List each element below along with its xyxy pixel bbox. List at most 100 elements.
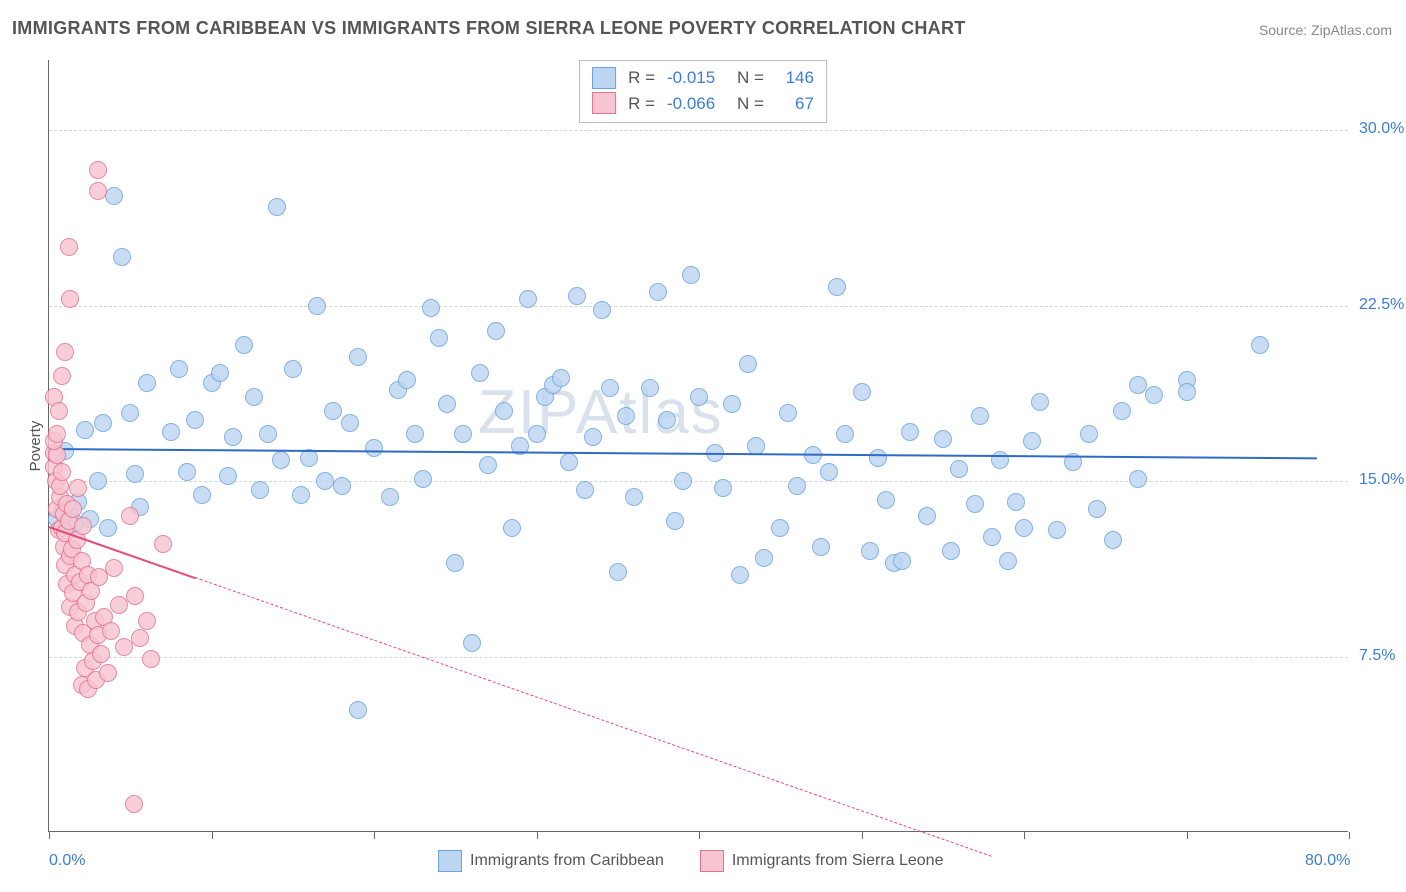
y-tick-label: 7.5% bbox=[1359, 647, 1395, 665]
data-point bbox=[69, 479, 87, 497]
legend-row: R =-0.015N =146 bbox=[592, 65, 814, 91]
data-point bbox=[552, 369, 570, 387]
data-point bbox=[584, 428, 602, 446]
y-tick-label: 15.0% bbox=[1359, 471, 1404, 489]
data-point bbox=[105, 559, 123, 577]
data-point bbox=[131, 629, 149, 647]
data-point bbox=[89, 472, 107, 490]
data-point bbox=[235, 336, 253, 354]
data-point bbox=[641, 379, 659, 397]
data-point bbox=[463, 634, 481, 652]
regression-line bbox=[49, 448, 1317, 459]
data-point bbox=[788, 477, 806, 495]
data-point bbox=[316, 472, 334, 490]
data-point bbox=[406, 425, 424, 443]
series-legend-label: Immigrants from Sierra Leone bbox=[732, 852, 944, 870]
data-point bbox=[308, 297, 326, 315]
data-point bbox=[178, 463, 196, 481]
data-point bbox=[828, 278, 846, 296]
data-point bbox=[601, 379, 619, 397]
data-point bbox=[138, 374, 156, 392]
data-point bbox=[966, 495, 984, 513]
x-tick bbox=[699, 832, 700, 839]
x-axis-min-label: 0.0% bbox=[49, 852, 85, 870]
data-point bbox=[983, 528, 1001, 546]
data-point bbox=[771, 519, 789, 537]
legend-r-value: -0.015 bbox=[667, 65, 725, 91]
data-point bbox=[495, 402, 513, 420]
data-point bbox=[658, 411, 676, 429]
data-point bbox=[50, 402, 68, 420]
data-point bbox=[211, 364, 229, 382]
data-point bbox=[92, 645, 110, 663]
data-point bbox=[61, 290, 79, 308]
data-point bbox=[1048, 521, 1066, 539]
data-point bbox=[438, 395, 456, 413]
data-point bbox=[142, 650, 160, 668]
series-legend-label: Immigrants from Caribbean bbox=[470, 852, 664, 870]
data-point bbox=[682, 266, 700, 284]
data-point bbox=[162, 423, 180, 441]
gridline bbox=[49, 306, 1348, 307]
data-point bbox=[138, 612, 156, 630]
data-point bbox=[1129, 470, 1147, 488]
data-point bbox=[48, 425, 66, 443]
data-point bbox=[193, 486, 211, 504]
data-point bbox=[99, 664, 117, 682]
data-point bbox=[272, 451, 290, 469]
data-point bbox=[284, 360, 302, 378]
data-point bbox=[1178, 383, 1196, 401]
series-legend-item: Immigrants from Sierra Leone bbox=[700, 850, 944, 872]
data-point bbox=[934, 430, 952, 448]
legend-n-value: 146 bbox=[776, 65, 814, 91]
data-point bbox=[341, 414, 359, 432]
data-point bbox=[690, 388, 708, 406]
x-tick bbox=[212, 832, 213, 839]
data-point bbox=[893, 552, 911, 570]
data-point bbox=[154, 535, 172, 553]
data-point bbox=[714, 479, 732, 497]
data-point bbox=[414, 470, 432, 488]
data-point bbox=[487, 322, 505, 340]
legend-row: R =-0.066N =67 bbox=[592, 91, 814, 117]
x-tick bbox=[374, 832, 375, 839]
data-point bbox=[94, 414, 112, 432]
plot-area: ZIPAtlas 7.5%15.0%22.5%30.0%0.0%80.0% bbox=[48, 60, 1348, 832]
data-point bbox=[89, 161, 107, 179]
data-point bbox=[446, 554, 464, 572]
data-point bbox=[102, 622, 120, 640]
data-point bbox=[56, 343, 74, 361]
data-point bbox=[170, 360, 188, 378]
x-axis-max-label: 80.0% bbox=[1305, 852, 1350, 870]
data-point bbox=[918, 507, 936, 525]
data-point bbox=[398, 371, 416, 389]
data-point bbox=[568, 287, 586, 305]
data-point bbox=[126, 587, 144, 605]
data-point bbox=[268, 198, 286, 216]
data-point bbox=[126, 465, 144, 483]
data-point bbox=[820, 463, 838, 481]
data-point bbox=[259, 425, 277, 443]
data-point bbox=[528, 425, 546, 443]
data-point bbox=[1145, 386, 1163, 404]
data-point bbox=[381, 488, 399, 506]
legend-n-value: 67 bbox=[776, 91, 814, 117]
data-point bbox=[224, 428, 242, 446]
data-point bbox=[471, 364, 489, 382]
data-point bbox=[1080, 425, 1098, 443]
data-point bbox=[1104, 531, 1122, 549]
data-point bbox=[1015, 519, 1033, 537]
data-point bbox=[53, 367, 71, 385]
data-point bbox=[971, 407, 989, 425]
chart-title: IMMIGRANTS FROM CARIBBEAN VS IMMIGRANTS … bbox=[12, 18, 966, 39]
data-point bbox=[333, 477, 351, 495]
data-point bbox=[60, 238, 78, 256]
data-point bbox=[755, 549, 773, 567]
x-tick bbox=[537, 832, 538, 839]
data-point bbox=[1251, 336, 1269, 354]
legend-r-value: -0.066 bbox=[667, 91, 725, 117]
data-point bbox=[365, 439, 383, 457]
legend-swatch bbox=[700, 850, 724, 872]
legend-n-label: N = bbox=[737, 91, 764, 117]
data-point bbox=[853, 383, 871, 401]
